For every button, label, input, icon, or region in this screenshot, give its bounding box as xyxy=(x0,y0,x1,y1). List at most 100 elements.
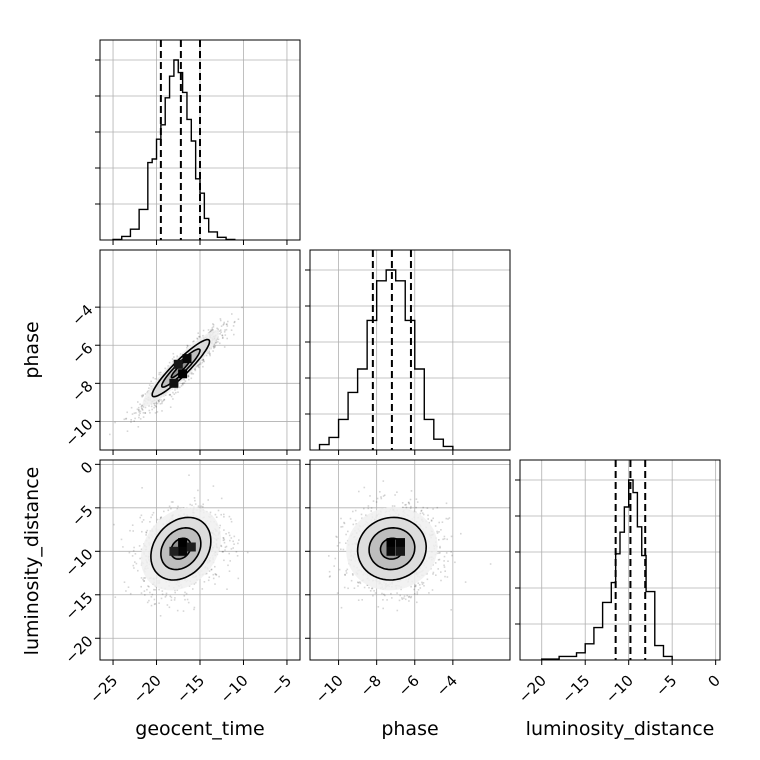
sample-point xyxy=(192,340,194,343)
sample-point xyxy=(446,538,448,541)
sample-point xyxy=(221,334,223,337)
sample-point xyxy=(328,570,331,573)
sample-point xyxy=(404,504,406,506)
sample-point xyxy=(233,321,236,324)
sample-point xyxy=(183,595,186,597)
sample-point xyxy=(137,426,140,428)
sample-point xyxy=(344,573,346,576)
density-peak-cell xyxy=(186,542,196,552)
sample-point xyxy=(352,523,355,526)
sample-point xyxy=(142,519,145,521)
sample-point xyxy=(150,380,152,383)
sample-point xyxy=(173,599,176,601)
sample-point xyxy=(161,590,164,592)
sample-point xyxy=(413,593,416,595)
sample-point xyxy=(156,518,159,521)
sample-point xyxy=(160,399,162,401)
sample-point xyxy=(352,510,354,513)
sample-point xyxy=(169,406,172,408)
sample-point xyxy=(442,538,444,541)
sample-point xyxy=(150,516,152,519)
sample-point xyxy=(338,541,341,544)
sample-point xyxy=(141,409,144,411)
sample-point xyxy=(144,577,146,579)
sample-point xyxy=(360,513,363,516)
sample-point xyxy=(428,521,430,524)
sample-point xyxy=(184,591,186,594)
sample-point xyxy=(169,393,171,396)
sample-point xyxy=(454,561,456,564)
sample-point xyxy=(208,570,211,572)
sample-point xyxy=(190,377,193,380)
sample-point xyxy=(176,508,179,510)
sample-point xyxy=(212,350,214,352)
sample-point xyxy=(163,510,165,513)
sample-point xyxy=(194,368,197,370)
sample-point xyxy=(443,538,446,540)
sample-point xyxy=(224,329,226,331)
sample-point xyxy=(160,516,163,518)
sample-point xyxy=(217,341,219,343)
sample-point xyxy=(180,385,183,387)
sample-point xyxy=(157,399,160,402)
sample-point xyxy=(147,585,149,587)
sample-point xyxy=(139,516,141,519)
sample-point xyxy=(215,574,218,576)
sample-point xyxy=(238,539,240,541)
sample-point xyxy=(443,560,445,562)
sample-point xyxy=(447,518,449,520)
sample-point xyxy=(144,594,146,596)
sample-point xyxy=(350,579,353,582)
sample-point xyxy=(177,505,179,508)
sample-point xyxy=(221,334,224,337)
sample-point xyxy=(174,389,176,391)
sample-point xyxy=(148,585,150,588)
sample-point xyxy=(202,358,205,361)
sample-point xyxy=(431,589,434,591)
sample-point xyxy=(218,527,221,529)
sample-point xyxy=(434,525,437,527)
sample-point xyxy=(225,323,228,326)
sample-point xyxy=(384,594,386,597)
sample-point xyxy=(432,517,434,520)
sample-point xyxy=(148,409,151,412)
sample-point xyxy=(434,562,437,564)
density-peak-cell xyxy=(386,538,396,548)
sample-point xyxy=(183,378,185,381)
y-tick-label: −4 xyxy=(68,301,96,329)
sample-point xyxy=(154,378,157,380)
sample-point xyxy=(223,513,225,516)
contour-line xyxy=(150,516,212,581)
sample-point xyxy=(375,501,378,503)
sample-point xyxy=(443,535,446,538)
sample-point xyxy=(194,499,196,502)
sample-point xyxy=(158,588,160,591)
sample-point xyxy=(409,507,412,510)
sample-point xyxy=(353,587,356,589)
sample-point xyxy=(210,568,213,571)
sample-point xyxy=(160,597,163,600)
density-peak-cell xyxy=(169,546,179,556)
sample-point xyxy=(421,583,424,585)
sample-point xyxy=(143,577,145,579)
sample-point xyxy=(445,552,448,554)
sample-point xyxy=(445,517,448,520)
sample-point xyxy=(426,507,429,509)
sample-point xyxy=(432,564,434,566)
sample-point xyxy=(156,402,159,405)
panel-0-0-content xyxy=(112,40,236,240)
sample-point xyxy=(172,398,174,400)
sample-point xyxy=(435,574,437,576)
sample-point xyxy=(170,599,173,601)
sample-point xyxy=(140,592,143,594)
sample-point xyxy=(438,539,440,541)
sample-point xyxy=(146,601,149,604)
sample-point xyxy=(176,589,179,591)
sample-point xyxy=(432,508,434,510)
sample-point xyxy=(193,606,196,609)
sample-point xyxy=(216,327,218,330)
x-tick-label: −8 xyxy=(357,672,385,700)
sample-point xyxy=(386,599,388,601)
sample-point xyxy=(369,590,372,592)
sample-point xyxy=(402,506,404,509)
